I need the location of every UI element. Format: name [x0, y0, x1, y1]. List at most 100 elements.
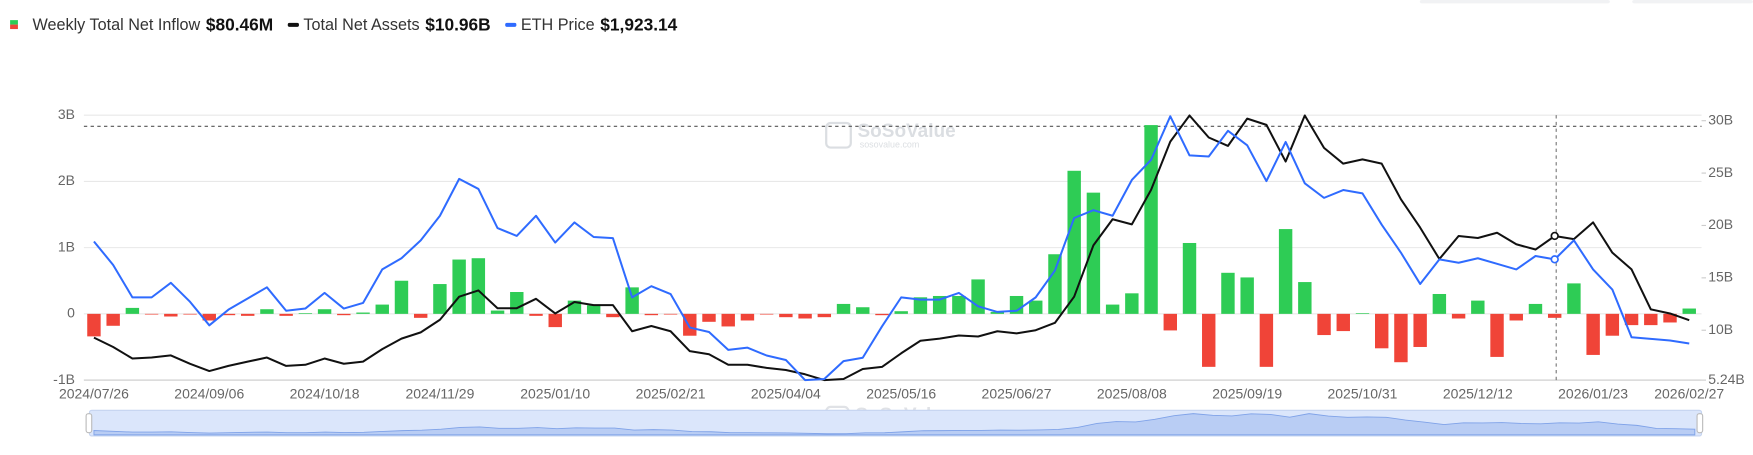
- bar: [106, 313, 120, 326]
- x-tick-label: 2025/10/31: [1328, 385, 1398, 401]
- bar: [87, 313, 101, 337]
- navigator-handle[interactable]: [85, 413, 93, 434]
- bar: [1528, 303, 1543, 314]
- navigator-area: [93, 413, 1696, 436]
- y-tick-label: 1B: [58, 238, 75, 254]
- bar: [1490, 313, 1504, 357]
- y-tick-label: 0: [67, 305, 75, 321]
- bar: [1067, 170, 1081, 314]
- toolbar-button[interactable]: [1419, 0, 1610, 4]
- bar: [1105, 304, 1120, 314]
- bar: [1355, 313, 1370, 314]
- bar: [1567, 283, 1581, 314]
- bar: [1086, 192, 1101, 314]
- x-tick-label: 2026/02/27: [1654, 385, 1724, 401]
- bar: [875, 313, 889, 316]
- bar: [510, 292, 524, 314]
- x-tick-label: 2026/01/23: [1558, 385, 1628, 401]
- bar: [1182, 242, 1197, 314]
- bar: [164, 313, 178, 317]
- bar: [279, 313, 293, 316]
- x-tick-label: 2025/05/16: [866, 385, 936, 401]
- bar: [413, 313, 428, 318]
- bar: [817, 313, 832, 318]
- bar: [1394, 313, 1408, 363]
- bar: [663, 313, 678, 315]
- bar: [1029, 300, 1043, 314]
- legend-item[interactable]: Weekly Total Net Inflow $80.46M: [10, 14, 273, 34]
- bar: [529, 313, 543, 316]
- bar: [1048, 254, 1062, 314]
- navigator-handle[interactable]: [1696, 413, 1704, 434]
- toolbar-button[interactable]: [1632, 0, 1753, 4]
- bar: [1682, 308, 1696, 314]
- bar: [1547, 313, 1562, 318]
- bar: [702, 313, 716, 322]
- bar: [1644, 313, 1658, 326]
- bar: [1125, 293, 1139, 314]
- bar: [433, 284, 447, 314]
- bar: [1605, 313, 1620, 336]
- legend-label: Total Net Assets: [303, 16, 419, 34]
- bar: [1240, 277, 1254, 314]
- bar: [1163, 313, 1177, 331]
- legend-item[interactable]: Total Net Assets $10.96B: [287, 14, 491, 34]
- bar: [1202, 313, 1216, 367]
- bar: [356, 312, 370, 314]
- bar: [586, 305, 601, 314]
- bar: [260, 309, 274, 314]
- y2-tick-label: 20B: [1708, 216, 1733, 232]
- x-tick-label: 2024/07/26: [59, 385, 129, 401]
- hover-marker: [1550, 255, 1559, 264]
- bar: [221, 313, 236, 316]
- y2-tick-label: 15B: [1708, 269, 1733, 285]
- bar: [144, 313, 159, 315]
- bar: [490, 310, 505, 314]
- bar: [183, 313, 197, 315]
- watermark: SoSoValue sosovalue.com: [825, 121, 956, 150]
- watermark-logo: [825, 121, 852, 149]
- bar: [683, 313, 697, 336]
- legend-value: $10.96B: [425, 14, 490, 34]
- bar: [1663, 313, 1677, 323]
- x-tick-label: 2025/06/27: [982, 385, 1052, 401]
- bar: [1221, 272, 1235, 314]
- x-tick-label: 2024/10/18: [290, 385, 360, 401]
- bar: [452, 259, 466, 314]
- bar: [1317, 313, 1331, 336]
- bar: [913, 297, 928, 314]
- y-tick-label: 3B: [58, 106, 75, 122]
- x-tick-label: 2024/11/29: [405, 385, 474, 401]
- legend-value: $80.46M: [206, 14, 273, 34]
- line: [93, 115, 1690, 382]
- x-tick-label: 2025/01/10: [520, 385, 590, 401]
- bar: [471, 258, 486, 314]
- bar: [952, 295, 966, 314]
- bar: [894, 311, 908, 314]
- bar: [971, 279, 985, 314]
- y-tick-label: 2B: [58, 172, 75, 188]
- legend-swatch: [287, 22, 299, 27]
- bar: [856, 307, 870, 314]
- bar: [798, 313, 812, 319]
- bar: [1278, 229, 1293, 314]
- bar: [548, 313, 562, 328]
- watermark-subtext: sosovalue.com: [860, 140, 920, 150]
- bar: [1451, 313, 1466, 319]
- x-tick-label: 2025/12/12: [1443, 385, 1513, 401]
- bar: [1509, 313, 1523, 321]
- bar: [241, 313, 255, 316]
- bar: [606, 313, 620, 318]
- bar: [1586, 313, 1600, 355]
- bar: [1624, 313, 1639, 326]
- bar: [1432, 293, 1447, 314]
- y2-tick-label: 10B: [1708, 321, 1733, 337]
- bar: [202, 313, 216, 321]
- legend-item[interactable]: ETH Price $1,923.14: [505, 14, 678, 34]
- bar: [644, 313, 659, 316]
- bar: [337, 313, 351, 316]
- legend-swatch: [505, 22, 517, 27]
- x-tick-label: 2024/09/06: [174, 385, 244, 401]
- bar: [759, 313, 774, 315]
